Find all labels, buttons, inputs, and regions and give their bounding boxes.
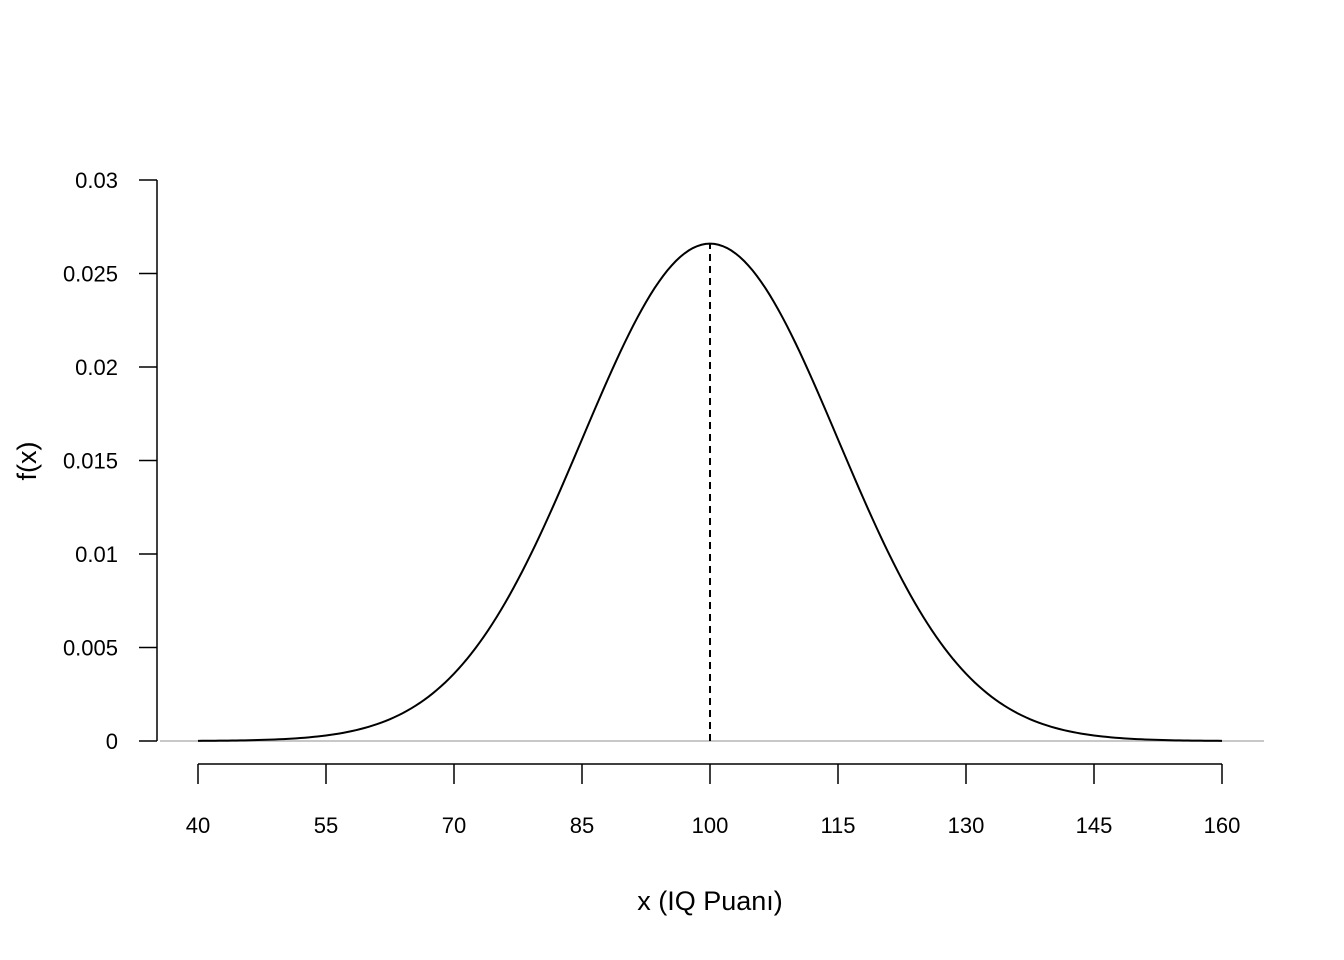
y-tick-label: 0.03 [75,168,118,193]
y-axis: 0 0.005 0.01 0.015 0.02 0.025 0.03 [63,168,158,754]
x-axis-title: x (IQ Puanı) [637,886,783,916]
curve-layer [197,242,1223,742]
x-tick-label: 40 [186,813,210,838]
y-tick-label: 0.01 [75,542,118,567]
density-curve [197,242,1223,742]
x-tick-label: 160 [1204,813,1241,838]
x-axis: 40 55 70 85 100 115 130 145 160 [186,763,1241,838]
y-tick-label: 0.005 [63,636,118,661]
x-tick-label: 85 [570,813,594,838]
x-tick-label: 70 [442,813,466,838]
y-tick-label: 0.015 [63,449,118,474]
y-tick-label: 0 [106,729,118,754]
x-tick-label: 115 [820,813,855,838]
x-tick-label: 55 [314,813,338,838]
y-tick-label: 0.02 [75,355,118,380]
x-tick-label: 145 [1076,813,1113,838]
y-axis-title: f(x) [12,442,42,481]
x-tick-label: 130 [948,813,985,838]
y-tick-label: 0.025 [63,262,118,287]
x-tick-label: 100 [692,813,729,838]
